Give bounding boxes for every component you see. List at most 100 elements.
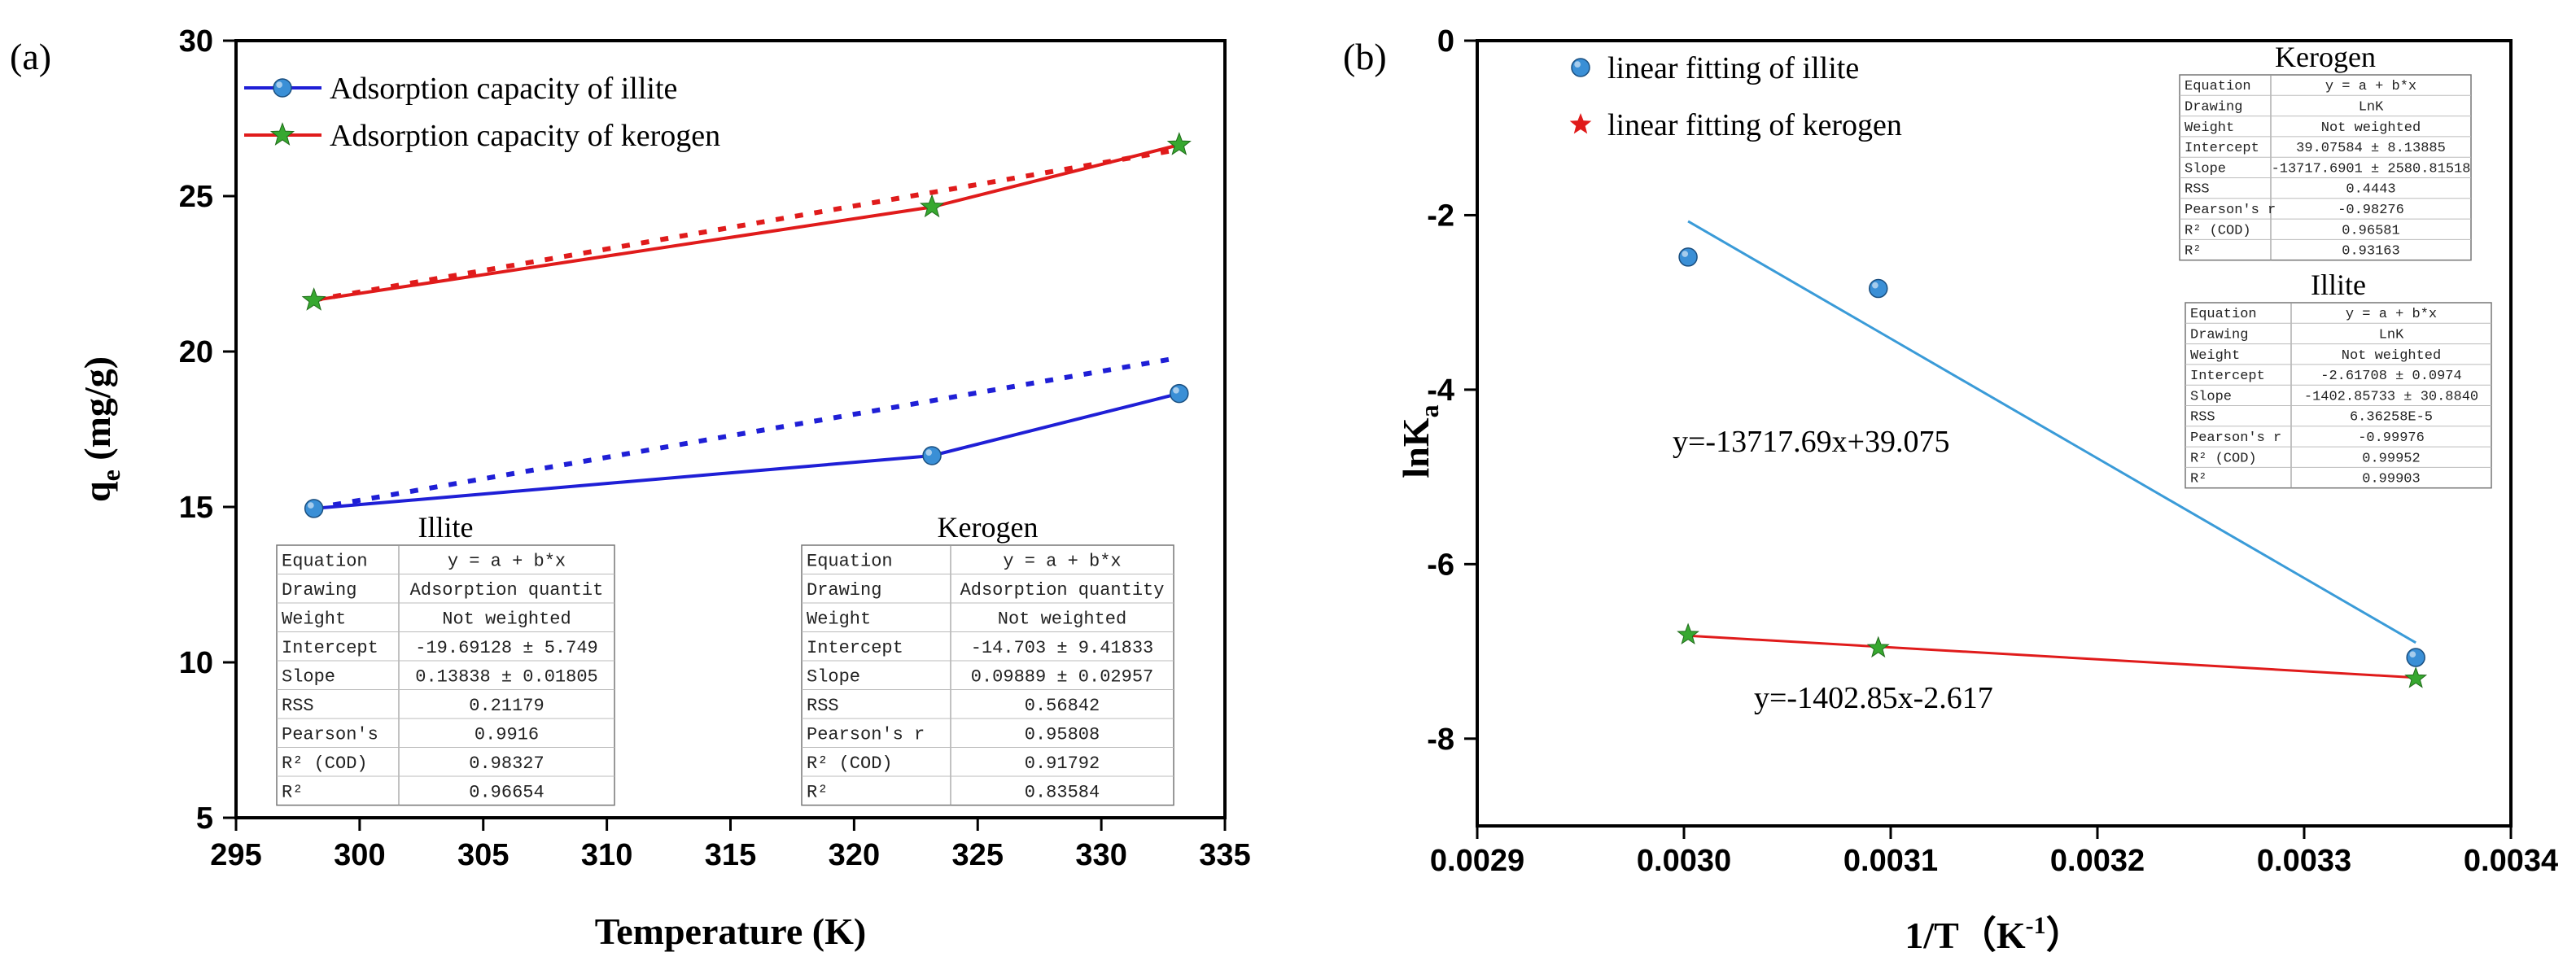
stats-row-value: -13717.6901 ± 2580.81518: [2272, 161, 2471, 177]
data-point: [1869, 278, 1888, 299]
x-tick-label: 325: [952, 838, 1004, 872]
stats-row-label: R² (COD): [2185, 223, 2251, 238]
y-tick-label: -8: [1427, 723, 1454, 757]
legend-label: Adsorption capacity of illite: [330, 72, 677, 106]
stats-row-value: y = a + b*x: [2325, 79, 2416, 94]
stats-row-label: Drawing: [2190, 328, 2248, 343]
stats-table-title: Illite: [2311, 269, 2366, 301]
stats-row-value: 39.07584 ± 8.13885: [2296, 141, 2446, 156]
y-tick-label: 10: [179, 646, 213, 680]
stats-row-label: Intercept: [282, 638, 378, 658]
series-illite: [304, 355, 1189, 518]
stats-row-label: Weight: [2190, 348, 2240, 364]
data-point: [1170, 383, 1189, 404]
stats-row-value: 0.4443: [2346, 182, 2395, 198]
data-point: [2404, 666, 2428, 688]
legend-label: Adsorption capacity of kerogen: [330, 119, 720, 153]
stats-row-label: RSS: [282, 696, 314, 716]
stats-row-value: 6.36258E-5: [2350, 410, 2433, 426]
stats-table-illite: Illite Equation y = a + b*x Drawing LnK Weigh…: [2185, 269, 2492, 489]
plot-frame: [1476, 39, 2513, 828]
stats-row-label: Pearson's r: [2190, 430, 2281, 446]
legend-marker: [1569, 113, 1592, 134]
stats-row-value: -2.61708 ± 0.0974: [2320, 369, 2461, 384]
panel-label: (a): [10, 36, 51, 77]
x-tick-label: 0.0034: [2464, 844, 2558, 878]
x-tick-label: 300: [334, 838, 385, 872]
stats-row-value: LnK: [2359, 100, 2384, 116]
stats-row-label: R²: [807, 783, 828, 803]
x-tick-label: 0.0029: [1430, 844, 1524, 878]
equation-label-kerogen: y=-1402.85x-2.617: [1754, 681, 1993, 715]
stats-table-kerogen: Kerogen Equation y = a + b*x Drawing Adsorpt…: [801, 511, 1174, 806]
stats-row-value: 0.9916: [475, 725, 539, 745]
legend: Adsorption capacity of illite Adsorption …: [244, 72, 720, 153]
x-tick-label: 310: [581, 838, 632, 872]
data-point: [1166, 132, 1192, 155]
stats-row-value: -0.98276: [2338, 203, 2404, 218]
stats-row-label: Intercept: [2185, 141, 2259, 156]
stats-row-label: R²: [2185, 244, 2201, 260]
y-tick-label: 25: [179, 180, 213, 214]
stats-table-frame: [2185, 302, 2492, 489]
y-tick-label: 0: [1437, 24, 1454, 59]
stats-row-value: y = a + b*x: [1003, 552, 1121, 572]
y-tick-label: 30: [179, 24, 213, 59]
stats-row-value: 0.83584: [1025, 783, 1100, 803]
stats-row-value: 0.21179: [469, 696, 544, 716]
data-point: [919, 194, 945, 218]
stats-table-illite: Illite Equation y = a + b*x Drawing Adsorpti…: [276, 511, 615, 806]
stats-row-value: Not weighted: [2342, 348, 2441, 364]
stats-row-label: Equation: [2185, 79, 2251, 94]
stats-row-label: Slope: [807, 667, 860, 688]
stats-row-label: Slope: [282, 667, 335, 688]
stats-row-value: 0.98327: [469, 753, 544, 774]
stats-table-frame: [801, 544, 1174, 806]
y-tick-label: -2: [1427, 199, 1454, 233]
panel-a-adsorption-vs-temperature: (a) 295 300 305 310 315 320 325 330 335 5 10 15 20 25 3…: [10, 24, 1251, 952]
stats-row-label: Weight: [282, 609, 346, 630]
stats-row-value: y = a + b*x: [2346, 307, 2437, 322]
stats-row-value: 0.99952: [2362, 451, 2420, 466]
x-tick-label: 0.0031: [1843, 844, 1938, 878]
stats-table-title: Illite: [418, 511, 474, 544]
y-tick-label: -6: [1427, 548, 1454, 582]
x-tick-label: 295: [210, 838, 261, 872]
stats-row-label: Slope: [2190, 389, 2232, 404]
series-kerogen: [1677, 622, 2428, 688]
x-tick-label: 0.0030: [1637, 844, 1731, 878]
y-axis-title: qe (mg/g): [77, 356, 125, 502]
panel-label: (b): [1343, 36, 1387, 77]
stats-table-title: Kerogen: [938, 511, 1039, 544]
stats-table-frame: [2179, 74, 2472, 261]
x-tick-label: 0.0033: [2257, 844, 2351, 878]
stats-row-label: Drawing: [282, 580, 356, 601]
y-tick-label: 20: [179, 335, 213, 369]
legend-marker: [1571, 58, 1590, 77]
stats-row-value: 0.09889 ± 0.02957: [971, 667, 1153, 688]
stats-row-label: Slope: [2185, 161, 2226, 177]
stats-row-value: 0.96654: [469, 783, 544, 803]
stats-row-value: Not weighted: [2321, 120, 2421, 136]
stats-row-label: Drawing: [2185, 100, 2242, 116]
stats-row-value: 0.13838 ± 0.01805: [415, 667, 597, 688]
x-axis-title: Temperature (K): [595, 911, 866, 952]
stats-row-value: 0.95808: [1025, 725, 1100, 745]
stats-row-label: R² (COD): [2190, 451, 2257, 466]
stats-row-value: Adsorption quantity: [960, 580, 1165, 601]
stats-table-frame: [276, 544, 615, 806]
stats-row-value: Not weighted: [442, 609, 571, 630]
stats-row-label: Weight: [807, 609, 871, 630]
stats-row-label: Equation: [807, 552, 893, 572]
stats-row-label: Equation: [282, 552, 368, 572]
y-tick-label: -4: [1427, 373, 1454, 408]
stats-row-value: LnK: [2379, 328, 2404, 343]
data-point: [922, 446, 942, 465]
stats-row-value: -19.69128 ± 5.749: [415, 638, 597, 658]
stats-row-label: Pearson's r: [2185, 203, 2276, 218]
stats-row-label: RSS: [807, 696, 839, 716]
stats-row-value: 0.96581: [2342, 223, 2399, 238]
fit-line: [1687, 220, 2416, 644]
stats-row-label: RSS: [2190, 410, 2215, 426]
